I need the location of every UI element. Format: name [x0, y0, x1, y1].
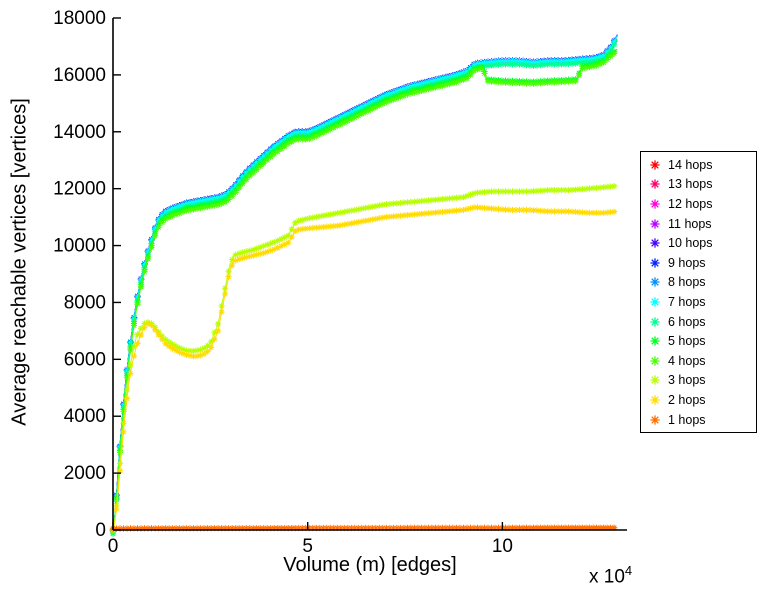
legend-marker-icon: [650, 218, 660, 229]
series-line-3-hops: [112, 185, 618, 531]
legend-entry-label: 9 hops: [668, 255, 706, 270]
legend-entry-label: 6 hops: [668, 314, 706, 329]
legend-marker-icon: [650, 199, 660, 209]
legend-marker-icon: [650, 179, 660, 189]
legend-entry-5-hops: 5 hops: [641, 331, 756, 351]
legend-entry-7-hops: 7 hops: [641, 292, 756, 312]
series-markers-2-hops: [109, 204, 618, 534]
legend-marker-icon: [650, 395, 660, 405]
x-tick-label: 0: [108, 536, 119, 557]
y-tick-label: 0: [95, 520, 106, 541]
x-tick-label: 5: [302, 536, 313, 557]
legend-entry-label: 8 hops: [668, 275, 706, 290]
legend-entry-4-hops: 4 hops: [641, 351, 756, 371]
legend-entry-label: 14 hops: [668, 157, 713, 172]
legend-marker-icon: [650, 336, 660, 346]
legend-marker-icon: [650, 160, 660, 170]
legend-entry-label: 3 hops: [668, 373, 706, 388]
y-tick-label: 6000: [64, 349, 106, 370]
legend-entry-label: 10 hops: [668, 236, 713, 251]
series-markers-5-hops: [109, 48, 618, 534]
y-tick-label: 12000: [53, 179, 106, 200]
legend-entry-11-hops: 11 hops: [641, 214, 756, 234]
legend-entry-13-hops: 13 hops: [641, 175, 756, 195]
legend-marker-icon: [650, 316, 660, 327]
series-markers-3-hops: [109, 183, 618, 534]
series-line-4-hops: [112, 50, 618, 533]
legend-entry-label: 12 hops: [668, 196, 713, 211]
legend-entry-8-hops: 8 hops: [641, 273, 756, 293]
x-axis-exponent: x 104: [589, 563, 632, 588]
legend-entry-label: 2 hops: [668, 392, 706, 407]
legend-marker-icon: [650, 297, 660, 307]
legend-marker-icon: [650, 277, 660, 287]
y-tick-label: 14000: [53, 122, 106, 143]
legend-marker-icon: [650, 238, 660, 248]
legend-entry-2-hops: 2 hops: [641, 390, 756, 410]
y-tick-label: 18000: [53, 8, 106, 29]
series-markers-4-hops: [109, 50, 618, 536]
y-axis-label: Average reachable vertices [vertices]: [8, 98, 31, 426]
legend-entry-12-hops: 12 hops: [641, 194, 756, 214]
legend-entry-label: 7 hops: [668, 294, 706, 309]
legend-entry-1-hops: 1 hops: [641, 410, 756, 430]
legend-entry-3-hops: 3 hops: [641, 371, 756, 391]
legend-marker-icon: [650, 414, 660, 425]
legend-entry-label: 11 hops: [668, 216, 712, 231]
legend-entry-9-hops: 9 hops: [641, 253, 756, 273]
legend-marker-icon: [650, 356, 660, 366]
x-exponent-prefix: x 10: [589, 566, 625, 588]
legend-entry-10-hops: 10 hops: [641, 233, 756, 253]
legend-marker-icon: [650, 258, 660, 268]
legend-entry-label: 4 hops: [668, 353, 706, 368]
legend-entry-6-hops: 6 hops: [641, 312, 756, 332]
legend-marker-icon: [650, 375, 660, 385]
y-tick-label: 2000: [64, 463, 106, 484]
legend-entry-14-hops: 14 hops: [641, 155, 756, 175]
legend-entry-label: 13 hops: [668, 177, 713, 192]
series-line-2-hops: [112, 206, 618, 531]
x-axis-label: Volume (m) [edges]: [283, 554, 457, 576]
legend-entry-label: 5 hops: [668, 334, 706, 349]
y-tick-label: 8000: [64, 292, 106, 313]
y-tick-label: 16000: [53, 65, 106, 86]
series-line-5-hops: [112, 48, 618, 531]
x-exponent-sup: 4: [624, 563, 633, 578]
y-tick-label: 10000: [53, 236, 106, 257]
legend-entry-label: 1 hops: [668, 412, 706, 427]
legend: 14 hops 13 hops 12 hops 11 hops 10 hops 9 hop…: [640, 151, 757, 434]
x-tick-label: 10: [492, 536, 513, 557]
y-tick-label: 4000: [64, 406, 106, 427]
